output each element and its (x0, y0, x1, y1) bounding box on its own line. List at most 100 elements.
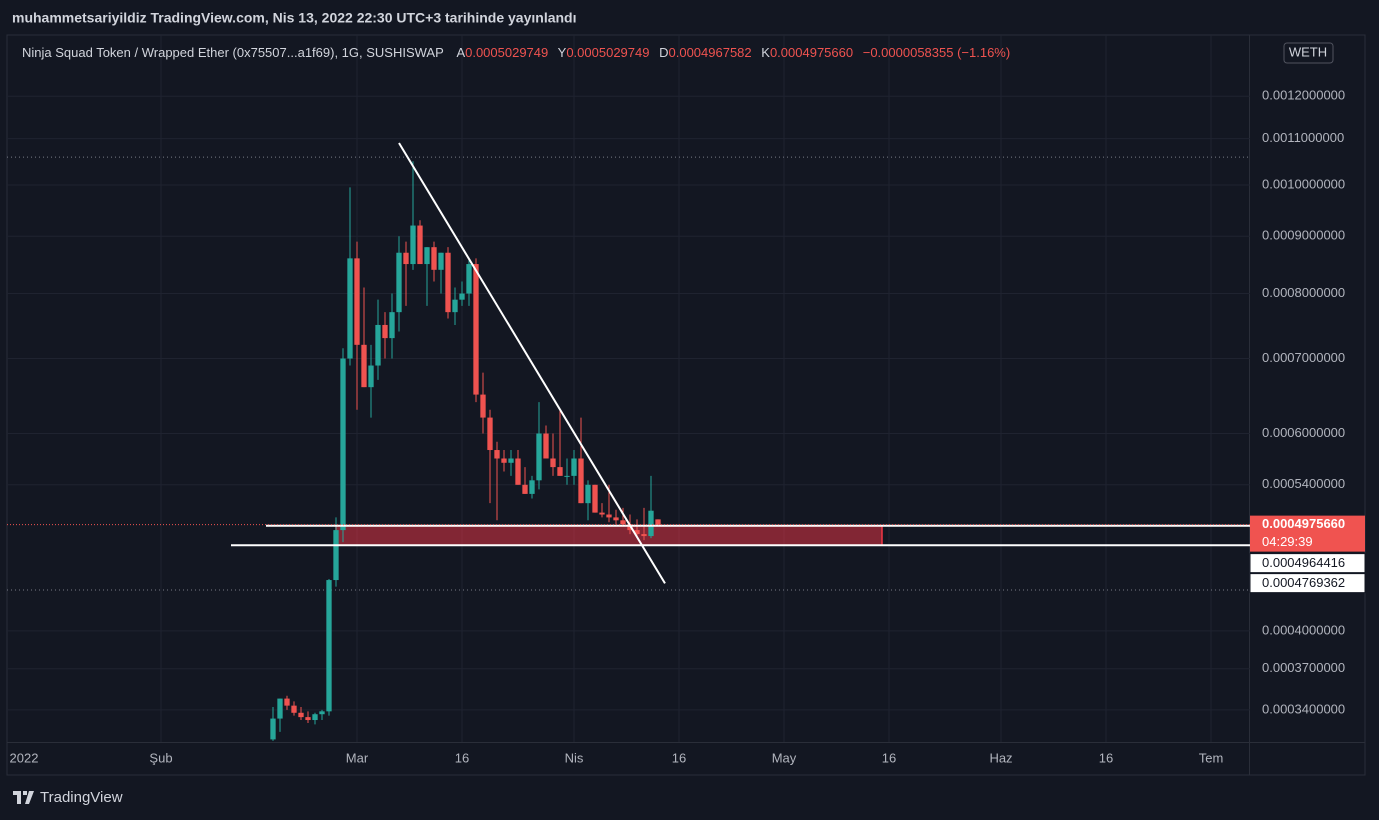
candle-body (522, 484, 528, 494)
candle-body (277, 698, 283, 719)
y-tick-label: 0.0011000000 (1262, 130, 1344, 145)
candle-body (634, 530, 640, 535)
candle-body (480, 394, 486, 418)
candle-body (375, 324, 381, 366)
candle-body (438, 252, 444, 270)
x-tick-label: Mar (346, 750, 369, 765)
candle-body (368, 365, 374, 388)
candle-body (424, 247, 430, 265)
y-tick-label: 0.0003700000 (1262, 660, 1345, 675)
candle-body (312, 714, 318, 721)
x-tick-label: 2022 (10, 750, 39, 765)
candle-body (298, 712, 304, 718)
candle-body (557, 467, 563, 476)
y-tick-label: 0.0012000000 (1262, 88, 1345, 103)
level-box (1249, 573, 1366, 594)
candle-body (305, 717, 311, 721)
x-tick-label: 16 (882, 750, 896, 765)
plot (7, 142, 1250, 741)
candle-body (543, 433, 549, 459)
candle-body (536, 433, 542, 481)
candle-body (641, 534, 647, 537)
ohlc-key: Y (558, 45, 567, 60)
last-price-box (1250, 515, 1365, 552)
candle-body (347, 258, 353, 359)
candle-body (270, 718, 276, 740)
trendline (398, 142, 666, 584)
candle-body (452, 299, 458, 313)
candle-body (354, 258, 360, 345)
candle-body (326, 580, 332, 712)
candle-body (648, 510, 654, 537)
last-price-label: 0.0004975660 (1262, 516, 1345, 531)
y-tick-label: 0.0004000000 (1262, 622, 1345, 637)
ohlc-key: K (761, 45, 770, 60)
publish-info: muhammetsariyildiz TradingView.com, Nis … (12, 10, 577, 26)
candle-body (333, 530, 339, 581)
logo: TradingView (13, 789, 123, 806)
candle-body (620, 520, 626, 525)
level-box (1249, 553, 1366, 574)
candle-body (445, 252, 451, 313)
symbol-legend: Ninja Squad Token / Wrapped Ether (0x755… (22, 45, 1010, 60)
currency-badge[interactable] (1283, 42, 1334, 64)
candle-body (396, 252, 402, 313)
candle-body (459, 293, 465, 300)
candle-body (361, 344, 367, 388)
x-tick-label: 16 (672, 750, 686, 765)
ohlc-key: A (456, 45, 465, 60)
currency: WETH (1289, 44, 1327, 59)
candle-body (599, 512, 605, 515)
candle-body (501, 458, 507, 463)
y-tick-label: 0.0007000000 (1262, 350, 1345, 365)
candle-body (529, 480, 535, 494)
logo-icon (13, 791, 34, 804)
candle-body (550, 458, 556, 468)
x-tick-label: Haz (989, 750, 1012, 765)
x-tick-label: Nis (565, 750, 584, 765)
level-label: 0.0004769362 (1262, 575, 1345, 590)
candle-body (585, 484, 591, 504)
candle-body (284, 698, 290, 706)
ohlc-value: 0.0005029749 (465, 45, 548, 60)
y-tick-label: 0.0006000000 (1262, 425, 1345, 440)
candle-body (578, 458, 584, 504)
chart-pane (6, 34, 1366, 776)
axes: 0.0012000000 0.0011000000 0.0010000000 0.00… (10, 88, 1366, 765)
ohlc-value: 0.0004967582 (669, 45, 752, 60)
ohlc-value: 0.0004975660 (770, 45, 853, 60)
candle-body (655, 519, 661, 525)
candle-body (613, 517, 619, 521)
ohlc-value: 0.0005029749 (566, 45, 649, 60)
candle-body (410, 225, 416, 265)
ohlc-key: D (659, 45, 668, 60)
symbol-title: Ninja Squad Token / Wrapped Ether (0x755… (22, 45, 444, 60)
candle-body (403, 252, 409, 265)
candle-body (515, 458, 521, 485)
candle-body (494, 450, 500, 459)
level-label: 0.0004964416 (1262, 555, 1345, 570)
candle-body (473, 264, 479, 395)
change: −0.0000058355 (−1.16%) (863, 45, 1010, 60)
candle-body (564, 475, 570, 477)
y-tick-label: 0.0008000000 (1262, 285, 1345, 300)
y-tick-label: 0.0009000000 (1262, 228, 1345, 243)
countdown: 04:29:39 (1262, 534, 1313, 549)
candle-body (431, 247, 437, 270)
x-tick-label: 16 (455, 750, 469, 765)
candle-body (291, 705, 297, 713)
candle-body (319, 711, 325, 715)
x-tick-label: Şub (149, 750, 172, 765)
candle-body (606, 514, 612, 518)
x-tick-label: 16 (1099, 750, 1113, 765)
x-tick-label: Tem (1199, 750, 1224, 765)
candle-body (382, 324, 388, 339)
zone (335, 524, 883, 546)
brand: TradingView (40, 789, 123, 806)
candle-body (417, 225, 423, 265)
candle-body (508, 458, 514, 463)
y-tick-label: 0.0010000000 (1262, 176, 1345, 191)
candle-body (487, 417, 493, 451)
